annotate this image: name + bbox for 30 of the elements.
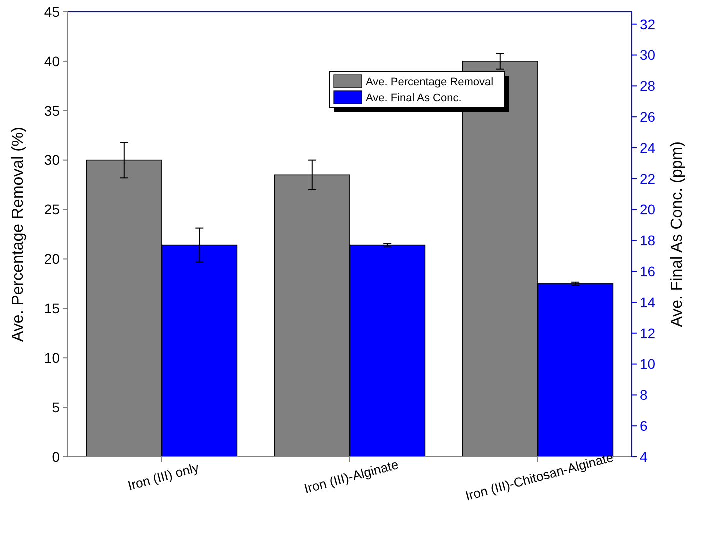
y-tick-label: 45 — [44, 4, 60, 20]
y2-tick-label: 10 — [640, 356, 656, 372]
y2-tick-label: 18 — [640, 232, 656, 249]
x-tick-label: Iron (III) only — [126, 460, 202, 494]
y2-tick-label: 16 — [640, 263, 656, 280]
y-tick-label: 15 — [44, 300, 60, 317]
legend-label: Ave. Percentage Removal — [366, 76, 494, 88]
y-tick-label: 35 — [44, 102, 60, 119]
y-tick-label: 0 — [52, 448, 60, 465]
y-axis-title: Ave. Percentage Removal (%) — [10, 127, 27, 342]
y-tick-label: 25 — [44, 202, 60, 218]
y2-tick-label: 14 — [640, 294, 656, 310]
y2-tick-label: 8 — [640, 387, 648, 404]
y2-tick-label: 6 — [640, 418, 648, 434]
legend-label: Ave. Final As Conc. — [366, 92, 462, 104]
y-tick-label: 5 — [52, 399, 60, 416]
y2-tick-label: 22 — [640, 170, 656, 187]
y2-tick-label: 20 — [640, 202, 656, 218]
y2-tick-label: 28 — [640, 78, 656, 94]
y2-tick-label: 30 — [640, 47, 656, 64]
y2-tick-label: 24 — [640, 140, 656, 156]
y-tick-label: 10 — [44, 350, 60, 366]
y-tick-label: 20 — [44, 251, 60, 268]
y2-tick-label: 26 — [640, 108, 656, 125]
y2-tick-label: 12 — [640, 325, 656, 342]
y2-tick-label: 4 — [640, 448, 648, 465]
y2-axis-title: Ave. Final As Conc. (ppm) — [669, 142, 686, 328]
y2-tick-label: 32 — [640, 16, 656, 32]
y-tick-label: 40 — [44, 53, 60, 70]
y-tick-label: 30 — [44, 152, 60, 168]
